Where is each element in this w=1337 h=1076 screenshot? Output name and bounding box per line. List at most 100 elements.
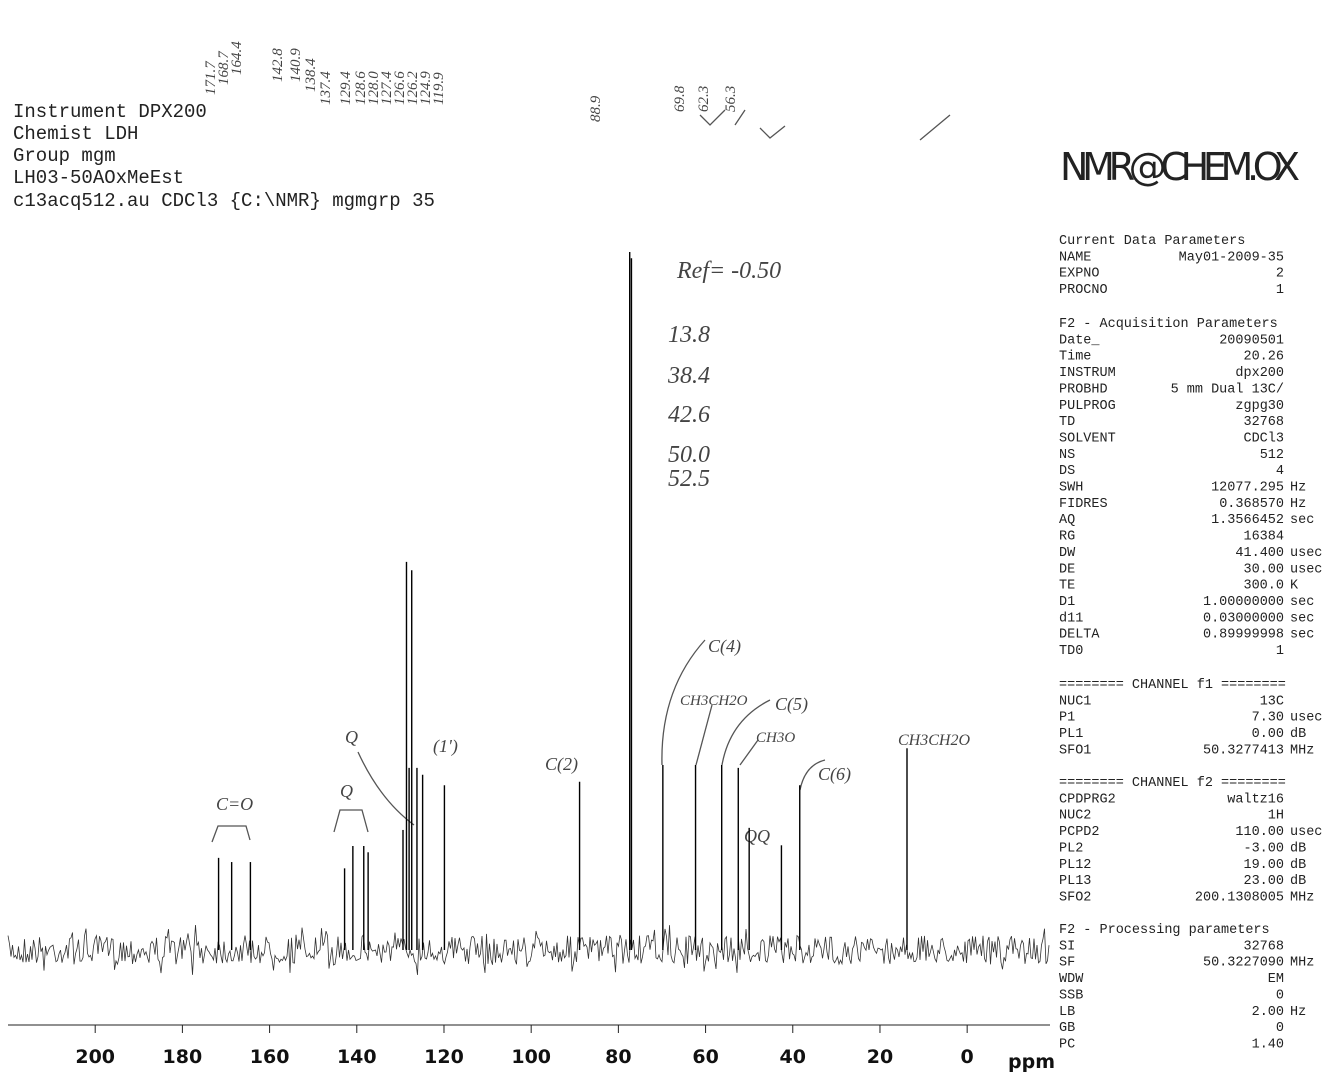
param-value: 0.368570: [1219, 497, 1284, 512]
param-value: 0: [1276, 988, 1284, 1003]
x-tick-label: 200: [75, 1046, 115, 1068]
x-tick-label: 0: [961, 1046, 974, 1068]
param-unit: usec: [1290, 546, 1322, 561]
param-value: 12077.295: [1211, 481, 1284, 496]
annotation: 42.6: [668, 402, 710, 428]
leader: [357, 751, 415, 826]
param-value: 7.30: [1252, 711, 1284, 726]
param-key: EXPNO: [1059, 267, 1100, 282]
param-unit: sec: [1290, 595, 1314, 610]
param-key: Time: [1059, 350, 1091, 365]
annotation: (1'): [433, 736, 458, 757]
param-value: EM: [1268, 972, 1284, 987]
param-key: GB: [1059, 1021, 1075, 1036]
header-line: c13acq512.au CDCl3 {C:\NMR} mgmgrp 35: [13, 190, 435, 212]
leader: [799, 759, 826, 791]
param-unit: Hz: [1290, 1005, 1306, 1020]
x-tick-label: 180: [163, 1046, 203, 1068]
param-value: 16384: [1243, 530, 1284, 545]
param-key: TD0: [1059, 644, 1083, 659]
param-key: DELTA: [1059, 628, 1100, 643]
annotation: 126.6: [392, 71, 408, 105]
param-unit: dB: [1290, 858, 1306, 873]
param-key: DW: [1059, 546, 1076, 561]
plot: 200 180 160 140 120 100 80 60 40 20 0 ppm: [7, 252, 1055, 1073]
param-unit: usec: [1290, 711, 1322, 726]
param-value: 1.3566452: [1211, 513, 1284, 528]
annotation: C(5): [775, 694, 808, 715]
param-key: FIDRES: [1059, 497, 1108, 512]
param-value: 32768: [1243, 939, 1284, 954]
param-key: AQ: [1059, 513, 1075, 528]
annotation: 88.9: [588, 95, 604, 122]
param-key: PL1: [1059, 727, 1083, 742]
header-line: Instrument DPX200: [13, 101, 207, 123]
annotation: 56.3: [723, 86, 739, 112]
param-key: SOLVENT: [1059, 431, 1116, 446]
param-key: RG: [1059, 530, 1075, 545]
param-key: DE: [1059, 562, 1075, 577]
param-unit: MHz: [1290, 956, 1314, 971]
x-tick-label: 40: [780, 1046, 806, 1068]
x-tick-label: 120: [424, 1046, 464, 1068]
param-key: NAME: [1059, 250, 1091, 265]
param-key: TD: [1059, 415, 1075, 430]
header: Instrument DPX200 Chemist LDH Group mgm …: [13, 101, 435, 212]
param-value: 32768: [1243, 415, 1284, 430]
param-unit: sec: [1290, 628, 1314, 643]
param-key: PL2: [1059, 841, 1083, 856]
param-key: CPDPRG2: [1059, 792, 1116, 807]
param-value: 300.0: [1243, 579, 1284, 594]
param-value: dpx200: [1235, 366, 1284, 381]
header-line: Chemist LDH: [13, 123, 138, 145]
param-value: 0: [1276, 1021, 1284, 1036]
annotation: C=O: [216, 794, 253, 814]
annotation: CH3CH2O: [898, 732, 970, 749]
annotation: 128.0: [366, 71, 382, 105]
annotation: 142.8: [270, 48, 286, 82]
annotation: C(6): [818, 764, 851, 785]
param-key: SFO1: [1059, 743, 1091, 758]
bracket: [211, 825, 251, 843]
param-value: 1: [1276, 644, 1284, 659]
annotation: Q: [345, 727, 358, 747]
logo: NMR@CHEM.OX: [1060, 145, 1300, 189]
annotation: 138.4: [303, 58, 319, 92]
param-unit: MHz: [1290, 890, 1314, 905]
param-unit: Hz: [1290, 481, 1306, 496]
x-axis-label: ppm: [1008, 1051, 1055, 1073]
param-unit: sec: [1290, 513, 1314, 528]
param-value: -3.00: [1243, 841, 1284, 856]
param-value: CDCl3: [1243, 431, 1284, 446]
param-value: 0.03000000: [1203, 611, 1284, 626]
annotation: 52.5: [668, 466, 710, 492]
param-value: waltz16: [1227, 792, 1284, 807]
param-value: 0.89999998: [1203, 628, 1284, 643]
param-key: PC: [1059, 1037, 1075, 1052]
baseline-noise: [7, 924, 1050, 975]
param-unit: MHz: [1290, 743, 1314, 758]
annotation: 119.9: [431, 72, 447, 105]
annotation: QQ: [744, 826, 770, 846]
param-key: DS: [1059, 464, 1075, 479]
x-tick-label: 80: [605, 1046, 631, 1068]
annotation: 127.4: [379, 71, 395, 105]
param-value: 110.00: [1235, 825, 1284, 840]
param-value: 2: [1276, 267, 1284, 282]
annotations: Ref= -0.50 13.8 38.4 42.6 50.0 52.5 C=O …: [216, 258, 970, 846]
annotation: 124.9: [418, 71, 434, 105]
param-value: 512: [1260, 448, 1284, 463]
param-key: PROBHD: [1059, 382, 1108, 397]
annotation: 69.8: [672, 85, 688, 112]
param-value: 1: [1276, 283, 1284, 298]
param-key: SSB: [1059, 988, 1083, 1003]
section-title: ======== CHANNEL f2 ========: [1059, 776, 1286, 791]
param-value: 13C: [1260, 694, 1284, 709]
param-key: PCPD2: [1059, 825, 1100, 840]
annotation: 13.8: [668, 322, 710, 348]
param-unit: dB: [1290, 841, 1306, 856]
annotation: 168.7: [216, 50, 232, 85]
annotation: CH3CH2O: [680, 693, 748, 709]
param-key: SFO2: [1059, 890, 1091, 905]
